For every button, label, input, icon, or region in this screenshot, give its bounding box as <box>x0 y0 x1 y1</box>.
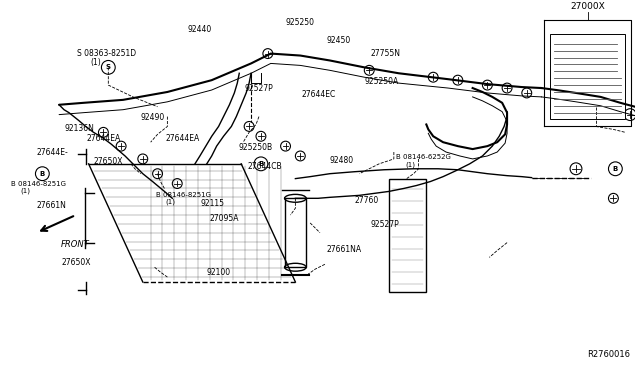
Text: B: B <box>259 161 264 167</box>
Text: 92527P: 92527P <box>371 219 399 229</box>
Text: 27661NA: 27661NA <box>326 245 362 254</box>
Text: B 08146-6252G: B 08146-6252G <box>396 154 451 160</box>
Text: 27644EC: 27644EC <box>301 90 335 99</box>
Text: S: S <box>106 64 111 70</box>
Circle shape <box>609 193 618 203</box>
Circle shape <box>244 122 254 131</box>
Text: (1): (1) <box>20 187 31 194</box>
Circle shape <box>172 179 182 189</box>
Text: 27644EA: 27644EA <box>87 134 121 142</box>
Text: 27760: 27760 <box>355 196 379 205</box>
Text: 925250B: 925250B <box>238 143 272 152</box>
Circle shape <box>522 88 532 98</box>
Circle shape <box>483 80 492 90</box>
Bar <box>285 198 306 267</box>
Text: 27755N: 27755N <box>371 49 401 58</box>
Text: B 08146-8251G: B 08146-8251G <box>12 181 66 187</box>
Circle shape <box>428 72 438 82</box>
Text: 925250A: 925250A <box>364 77 398 86</box>
Text: B: B <box>612 166 618 172</box>
Text: 92115: 92115 <box>200 199 224 208</box>
Circle shape <box>101 61 115 74</box>
Text: 27650X: 27650X <box>61 258 91 267</box>
Text: S 08363-8251D: S 08363-8251D <box>77 49 136 58</box>
Circle shape <box>99 128 108 137</box>
Text: (1): (1) <box>90 58 100 67</box>
Circle shape <box>296 151 305 161</box>
Circle shape <box>138 154 148 164</box>
Text: 27644CB: 27644CB <box>248 162 282 171</box>
Circle shape <box>35 167 49 180</box>
Text: 92450: 92450 <box>326 36 351 45</box>
Text: 925250: 925250 <box>285 18 314 27</box>
Circle shape <box>570 163 582 175</box>
Text: 92440: 92440 <box>188 26 212 35</box>
Text: 27644EA: 27644EA <box>166 134 200 142</box>
Circle shape <box>609 162 622 176</box>
Bar <box>550 34 625 119</box>
Text: 27661N: 27661N <box>36 201 67 209</box>
Circle shape <box>639 116 640 128</box>
Text: 92136N: 92136N <box>65 124 95 134</box>
Text: 27000X: 27000X <box>570 2 605 11</box>
Text: 27095A: 27095A <box>210 214 239 223</box>
Text: 92480: 92480 <box>330 155 353 164</box>
Circle shape <box>453 75 463 85</box>
Circle shape <box>263 49 273 58</box>
Text: (1): (1) <box>166 198 175 205</box>
Circle shape <box>280 141 291 151</box>
Text: (1): (1) <box>405 161 415 168</box>
Circle shape <box>116 141 126 151</box>
Text: B: B <box>40 171 45 177</box>
Circle shape <box>256 131 266 141</box>
Text: 27650X: 27650X <box>93 157 123 166</box>
Circle shape <box>624 109 636 121</box>
Text: FRONT: FRONT <box>60 240 89 249</box>
Text: 92100: 92100 <box>207 268 230 277</box>
Text: 27644E-: 27644E- <box>36 148 68 157</box>
Text: 92527P: 92527P <box>244 84 273 93</box>
Bar <box>389 179 426 292</box>
Circle shape <box>364 65 374 75</box>
Text: R2760016: R2760016 <box>587 350 630 359</box>
Circle shape <box>502 83 512 93</box>
Circle shape <box>254 157 268 171</box>
Text: B 08146-8251G: B 08146-8251G <box>156 192 211 198</box>
Circle shape <box>152 169 163 179</box>
Text: 92490: 92490 <box>140 113 164 122</box>
